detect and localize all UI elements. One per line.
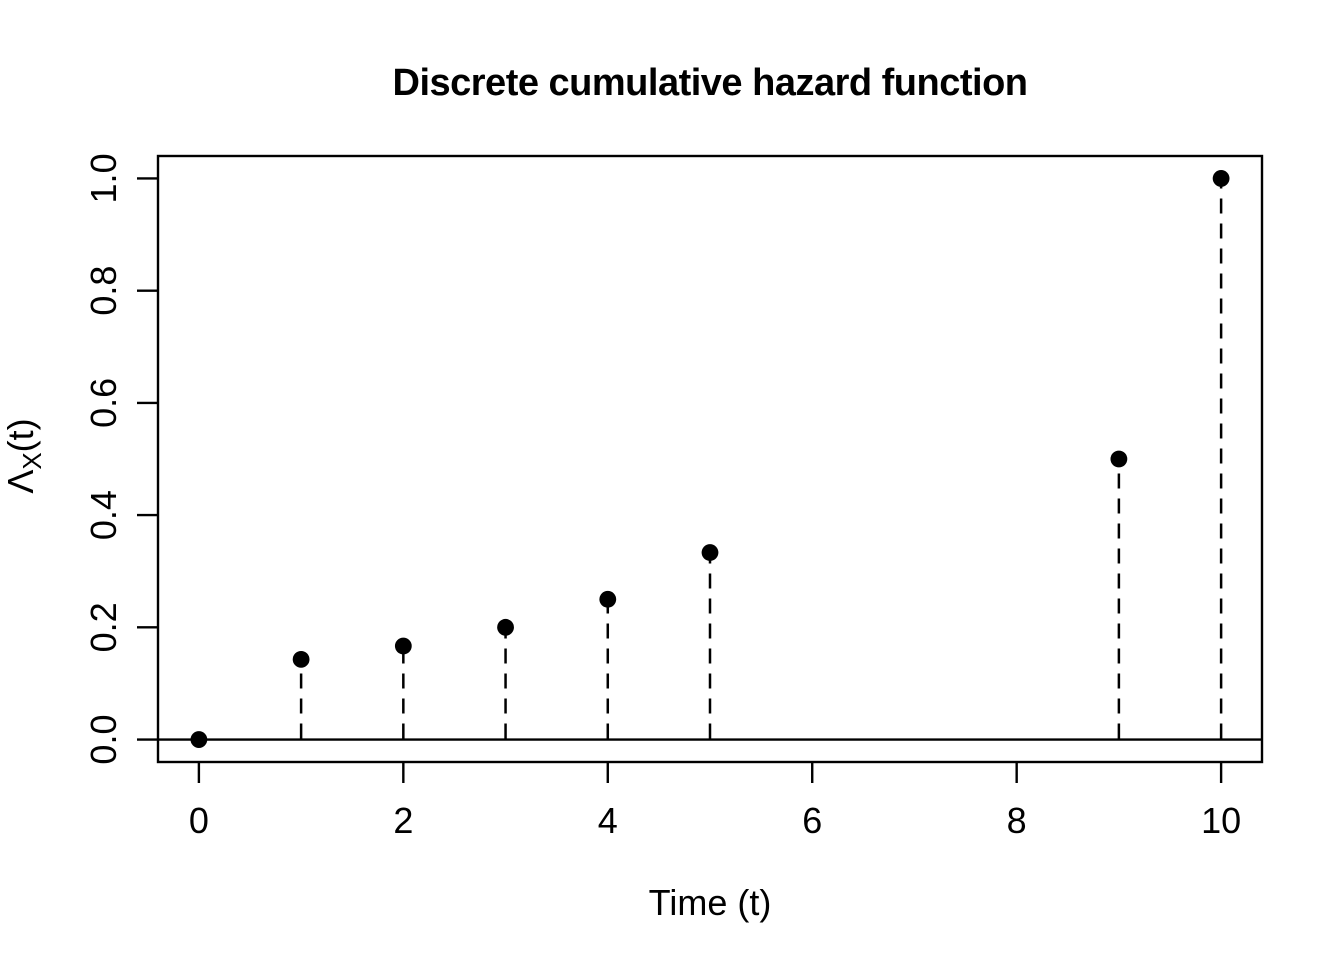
plot-frame-box — [156, 154, 1264, 764]
x-axis-tick-label: 10 — [1201, 800, 1241, 841]
y-axis-tick-label: 0.0 — [83, 715, 124, 765]
y-axis-tick-label: 1.0 — [83, 153, 124, 203]
x-axis-tick-label: 4 — [598, 800, 618, 841]
y-axis-tick-label: 0.4 — [83, 490, 124, 540]
x-axis-tick-label: 6 — [802, 800, 822, 841]
y-axis-tick-label: 0.6 — [83, 378, 124, 428]
x-axis-tick-label: 2 — [393, 800, 413, 841]
x-axis-tick-label: 0 — [189, 800, 209, 841]
x-axis-tick-label: 8 — [1007, 800, 1027, 841]
data-point — [292, 650, 310, 668]
data-point — [394, 637, 412, 655]
data-point — [190, 731, 208, 748]
chart-title: Discrete cumulative hazard function — [392, 62, 1029, 104]
data-point — [1212, 170, 1230, 187]
data-point — [701, 544, 719, 561]
data-point — [599, 590, 617, 608]
data-point — [1110, 450, 1128, 468]
y-axis-tick-label: 0.8 — [83, 266, 124, 316]
x-axis-label: Time (t) — [648, 882, 772, 923]
data-point — [497, 618, 514, 636]
y-axis-tick-label: 0.2 — [83, 602, 124, 652]
